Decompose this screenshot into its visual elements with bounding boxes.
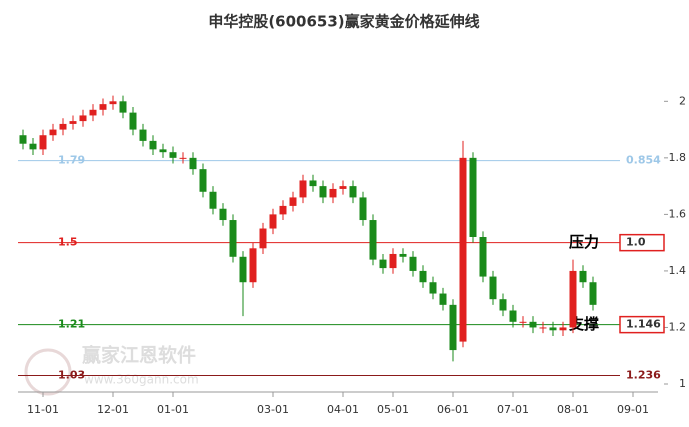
candle-body <box>49 129 57 136</box>
candle-body <box>319 186 327 198</box>
candle-body <box>329 188 337 198</box>
y-tick-label: 1.8 <box>669 151 687 164</box>
candle-body <box>339 186 347 189</box>
candle-body <box>169 152 177 158</box>
candle-body <box>239 256 247 283</box>
level-ratio: 1.146 <box>626 318 661 331</box>
x-tick-label: 12-01 <box>97 403 129 416</box>
x-tick-label: 05-01 <box>377 403 409 416</box>
level-price: 1.79 <box>58 154 85 167</box>
candle-body <box>229 220 237 257</box>
candle-body <box>299 180 307 198</box>
candle-body <box>89 109 97 116</box>
candle-body <box>439 293 447 305</box>
y-tick-label: 1.4 <box>669 264 687 277</box>
level-box <box>619 233 665 252</box>
candle-body <box>279 205 287 215</box>
candle-body <box>499 299 507 311</box>
x-tick-label: 11-01 <box>27 403 59 416</box>
candle-body <box>569 270 577 328</box>
candle-body <box>389 253 397 269</box>
candle-body <box>289 197 297 206</box>
candle-body <box>519 321 527 323</box>
candle-body <box>369 220 377 260</box>
y-tick-label: 1 <box>679 377 686 390</box>
candle-body <box>449 304 457 351</box>
x-tick-label: 06-01 <box>437 403 469 416</box>
candle-body <box>399 253 407 257</box>
candle-body <box>309 180 317 187</box>
candle-body <box>219 208 227 221</box>
candle-body <box>489 276 497 300</box>
candle-body <box>429 282 437 294</box>
candle-body <box>69 121 77 124</box>
candle-body <box>459 157 467 342</box>
level-ratio: 1.236 <box>626 369 661 382</box>
y-tick-label: 2 <box>679 94 686 107</box>
candle-body <box>359 197 367 221</box>
candle-body <box>159 149 167 153</box>
watermark-logo <box>24 348 72 396</box>
candle-body <box>249 248 257 283</box>
candle-body <box>509 310 517 322</box>
candle-body <box>419 270 427 283</box>
level-ratio: 0.854 <box>626 154 661 167</box>
candle-body <box>109 101 117 105</box>
candle-body <box>529 321 537 328</box>
watermark: 赢家江恩软件 <box>82 344 196 367</box>
candle-body <box>209 191 217 209</box>
candle-body <box>259 228 267 249</box>
candle-body <box>179 157 187 159</box>
candle-body <box>199 169 207 192</box>
candle-body <box>469 157 477 237</box>
candle-body <box>129 112 137 130</box>
chart-title: 申华控股(600653)赢家黄金价格延伸线 <box>208 13 479 31</box>
x-tick-label: 01-01 <box>157 403 189 416</box>
watermark-url: www.360gann.com <box>84 373 199 387</box>
level-box <box>619 315 665 334</box>
candle-body <box>269 214 277 229</box>
y-tick-label: 1.6 <box>669 207 687 220</box>
candle-body <box>149 140 157 150</box>
candle-body <box>589 282 597 305</box>
candle-body <box>59 123 67 130</box>
candle-body <box>99 104 107 110</box>
x-tick-label: 07-01 <box>497 403 529 416</box>
x-tick-label: 03-01 <box>257 403 289 416</box>
candle-body <box>79 115 87 122</box>
candle-body <box>19 135 27 144</box>
candle-body <box>559 327 567 331</box>
level-note: 压力 <box>569 233 599 251</box>
level-price: 1.5 <box>58 236 78 249</box>
x-tick-label: 04-01 <box>327 403 359 416</box>
candle-body <box>29 143 37 150</box>
y-tick-label: 1.2 <box>669 320 687 333</box>
level-price: 1.03 <box>58 369 85 382</box>
candle-body <box>539 327 547 329</box>
candle-body <box>549 327 557 331</box>
x-tick-label: 09-01 <box>617 403 649 416</box>
candle-body <box>479 237 487 277</box>
candle-body <box>579 270 587 283</box>
candle-body <box>39 135 47 150</box>
candle-body <box>119 101 127 113</box>
level-price: 1.21 <box>58 318 85 331</box>
x-tick-label: 08-01 <box>557 403 589 416</box>
candle-body <box>379 259 387 269</box>
candle-body <box>349 186 357 198</box>
candle-body <box>409 256 417 271</box>
candle-body <box>189 157 197 170</box>
candle-body <box>139 129 147 141</box>
level-ratio: 1.0 <box>626 236 646 249</box>
